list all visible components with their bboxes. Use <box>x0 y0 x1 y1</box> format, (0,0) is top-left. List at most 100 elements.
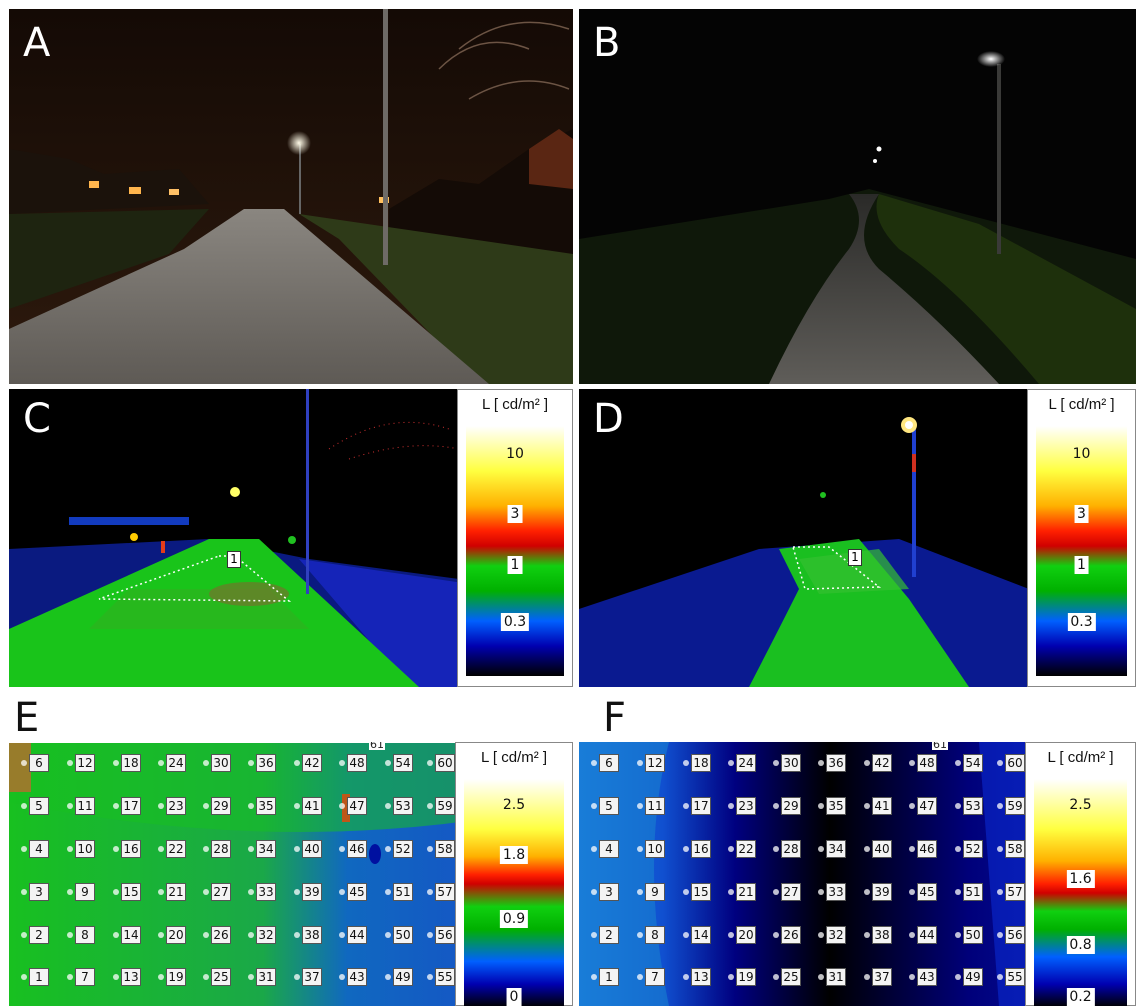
grid-point-dot <box>67 803 73 809</box>
grid-point-dot <box>339 889 345 895</box>
grid-point-dot <box>248 803 254 809</box>
legend-tick: 10 <box>1072 446 1091 462</box>
grid-point-label: 51 <box>393 883 413 901</box>
grid-point-dot <box>113 889 119 895</box>
grid-point-dot <box>158 932 164 938</box>
legend-title: L [ cd/m² ] <box>1047 749 1114 766</box>
grid-point-dot <box>591 846 597 852</box>
grid-point-label: 29 <box>211 797 231 815</box>
grid-point-label: 29 <box>781 797 801 815</box>
measurement-area-marker: 1 <box>848 549 862 566</box>
grid-point-label: 35 <box>256 797 276 815</box>
grid-point-dot <box>773 846 779 852</box>
grid-point-label: 2 <box>599 926 619 944</box>
night-street-photo-a <box>9 9 573 384</box>
grid-point-label: 56 <box>1005 926 1025 944</box>
grid-point-dot <box>385 932 391 938</box>
grid-point-label: 6 <box>599 754 619 772</box>
grid-point-label: 49 <box>393 968 413 986</box>
grid-point-label: 47 <box>917 797 937 815</box>
grid-point-label: 11 <box>645 797 665 815</box>
grid-point-dot <box>158 803 164 809</box>
color-scale-bar <box>1034 779 1127 1006</box>
grid-point-label: 24 <box>166 754 186 772</box>
grid-point-dot <box>818 932 824 938</box>
grid-point-label: 31 <box>826 968 846 986</box>
grid-point-dot <box>997 974 1003 980</box>
grid-point-dot <box>591 760 597 766</box>
grid-point-label: 27 <box>211 883 231 901</box>
grid-point-label: 8 <box>75 926 95 944</box>
grid-point-dot <box>113 932 119 938</box>
grid-point-label: 50 <box>393 926 413 944</box>
grid-point-label: 40 <box>302 840 322 858</box>
grid-point-label: 28 <box>781 840 801 858</box>
grid-point-dot <box>203 932 209 938</box>
grid-point-dot <box>21 846 27 852</box>
grid-point-dot <box>21 889 27 895</box>
panel-letter-c: C <box>23 396 51 442</box>
grid-point-dot <box>864 846 870 852</box>
grid-point-label: 39 <box>302 883 322 901</box>
grid-point-label: 53 <box>963 797 983 815</box>
legend-tick: 1 <box>1074 556 1089 574</box>
grid-point-label: 36 <box>256 754 276 772</box>
grid-point-label: 20 <box>166 926 186 944</box>
grid-point-dot <box>997 760 1003 766</box>
grid-point-dot <box>997 932 1003 938</box>
grid-point-dot <box>955 889 961 895</box>
grid-point-label: 8 <box>645 926 665 944</box>
legend-tick: 10 <box>506 446 524 462</box>
grid-point-dot <box>997 846 1003 852</box>
grid-point-dot <box>864 803 870 809</box>
grid-point-label: 44 <box>917 926 937 944</box>
panel-letter-b: B <box>593 20 621 66</box>
legend-tick: 0.3 <box>1067 613 1096 631</box>
falsecolor-panel-d: D 1 L [ cd/m² ] 10 3 1 0.3 <box>579 389 1136 687</box>
grid-point-dot <box>21 974 27 980</box>
grid-point-dot <box>818 760 824 766</box>
grid-point-label: 53 <box>393 797 413 815</box>
grid-point-label: 38 <box>872 926 892 944</box>
grid-point-label: 58 <box>1005 840 1025 858</box>
legend-tick: 1.8 <box>499 846 529 864</box>
legend-tick: 0.9 <box>499 910 529 928</box>
grid-point-label: 12 <box>75 754 95 772</box>
grid-point-dot <box>427 803 433 809</box>
grid-point-dot <box>637 974 643 980</box>
grid-point-dot <box>21 932 27 938</box>
falsecolor-grid-panel-e: 6 12 18 24 30 36 42 48 54 60 5 11 17 23 29 35 41 47 53 59 4 1… <box>9 742 573 1006</box>
grid-point-label: 13 <box>121 968 141 986</box>
photo-panel-a: A <box>9 9 573 384</box>
grid-point-label: 21 <box>166 883 186 901</box>
grid-point-dot <box>728 846 734 852</box>
grid-point-dot <box>864 889 870 895</box>
grid-point-dot <box>339 846 345 852</box>
grid-point-label: 45 <box>917 883 937 901</box>
grid-point-dot <box>818 889 824 895</box>
grid-point-label: 34 <box>826 840 846 858</box>
grid-point-dot <box>248 974 254 980</box>
legend-tick: 2.5 <box>1069 797 1092 813</box>
panel-letter-a: A <box>23 20 51 66</box>
grid-point-label: 45 <box>347 883 367 901</box>
grid-point-label: 1 <box>29 968 49 986</box>
grid-point-dot <box>683 932 689 938</box>
grid-point-dot <box>67 974 73 980</box>
grid-point-label: 22 <box>166 840 186 858</box>
grid-point-dot <box>339 803 345 809</box>
luminance-legend-e: L [ cd/m² ] 2.5 1.8 0.9 0 <box>455 742 573 1006</box>
grid-point-label: 26 <box>781 926 801 944</box>
grid-point-label: 4 <box>599 840 619 858</box>
grid-point-dot <box>67 760 73 766</box>
grid-point-label: 18 <box>121 754 141 772</box>
grid-point-label: 41 <box>872 797 892 815</box>
grid-point-dot <box>591 974 597 980</box>
grid-point-label: 28 <box>211 840 231 858</box>
legend-title: L [ cd/m² ] <box>1048 396 1115 413</box>
grid-point-label: 57 <box>435 883 455 901</box>
grid-point-label: 14 <box>121 926 141 944</box>
grid-point-dot <box>637 889 643 895</box>
grid-point-dot <box>248 889 254 895</box>
grid-point-label: 12 <box>645 754 665 772</box>
